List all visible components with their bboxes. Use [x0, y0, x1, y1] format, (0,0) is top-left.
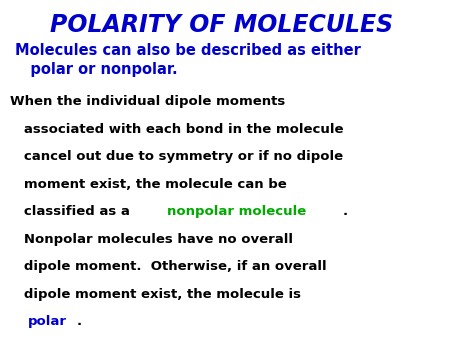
Text: cancel out due to symmetry or if no dipole: cancel out due to symmetry or if no dipo… — [10, 150, 343, 163]
Text: .: . — [342, 205, 348, 218]
Text: Nonpolar molecules have no overall: Nonpolar molecules have no overall — [10, 233, 293, 246]
Text: nonpolar molecule: nonpolar molecule — [167, 205, 306, 218]
Text: dipole moment exist, the molecule is: dipole moment exist, the molecule is — [10, 288, 301, 301]
Text: Molecules can also be described as either: Molecules can also be described as eithe… — [14, 43, 360, 58]
Text: moment exist, the molecule can be: moment exist, the molecule can be — [10, 178, 287, 191]
Text: polar or nonpolar.: polar or nonpolar. — [14, 62, 177, 77]
Text: .: . — [77, 315, 82, 328]
Text: polar: polar — [27, 315, 67, 328]
Text: classified as a: classified as a — [10, 205, 135, 218]
Text: POLARITY OF MOLECULES: POLARITY OF MOLECULES — [50, 13, 393, 37]
Text: dipole moment.  Otherwise, if an overall: dipole moment. Otherwise, if an overall — [10, 260, 327, 273]
Text: associated with each bond in the molecule: associated with each bond in the molecul… — [10, 123, 344, 136]
Text: When the individual dipole moments: When the individual dipole moments — [10, 95, 285, 108]
